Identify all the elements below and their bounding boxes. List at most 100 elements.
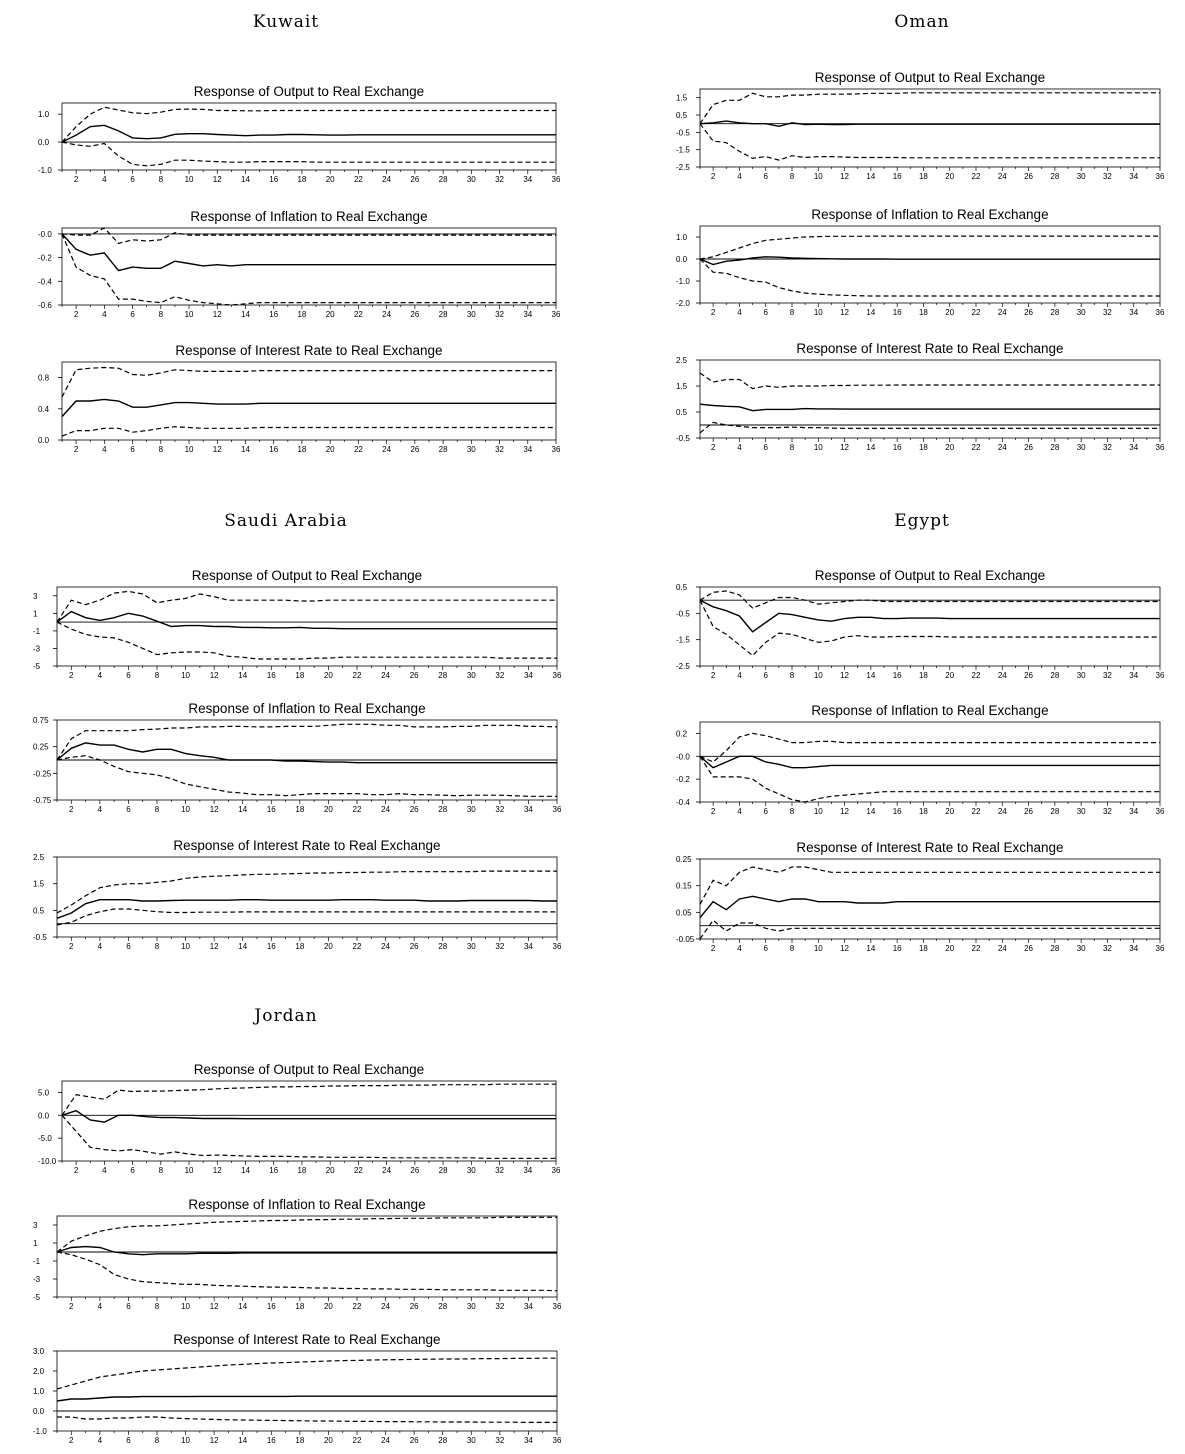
x-tick-label: 18 — [295, 671, 304, 680]
x-tick-label: 8 — [159, 1166, 164, 1175]
x-tick-label: 16 — [269, 310, 278, 319]
x-tick-label: 2 — [711, 308, 716, 317]
x-tick-label: 20 — [326, 175, 335, 184]
lower-band-line — [56, 621, 557, 660]
x-tick-label: 2 — [711, 807, 716, 816]
x-tick-label: 4 — [737, 671, 742, 680]
response-line — [61, 124, 556, 143]
x-tick-label: 18 — [295, 942, 304, 951]
x-tick-label: 6 — [126, 805, 131, 814]
plot-frame — [699, 88, 1161, 168]
upper-band-line — [56, 590, 557, 623]
x-tick-label: 34 — [523, 310, 532, 319]
x-tick-label: 22 — [972, 308, 981, 317]
x-tick-label: 14 — [866, 308, 875, 317]
y-tick-label: 2.0 — [33, 1367, 45, 1376]
x-tick-label: 34 — [1129, 807, 1138, 816]
x-tick-label: 30 — [467, 175, 476, 184]
plot-frame — [56, 1350, 558, 1432]
x-tick-label: 26 — [1024, 671, 1033, 680]
x-tick-label: 36 — [1156, 308, 1165, 317]
x-tick-label: 4 — [737, 308, 742, 317]
x-tick-label: 34 — [523, 445, 532, 454]
x-tick-label: 10 — [185, 445, 194, 454]
response-line — [699, 599, 1160, 633]
chart-title: Response of Output to Real Exchange — [815, 568, 1045, 583]
x-tick-label: 18 — [919, 671, 928, 680]
y-tick-label: -1 — [33, 627, 41, 636]
y-tick-label: 0.5 — [676, 111, 688, 120]
x-tick-label: 14 — [866, 443, 875, 452]
x-tick-label: 10 — [181, 942, 190, 951]
x-tick-label: 16 — [893, 172, 902, 181]
upper-band-line — [61, 227, 556, 245]
x-tick-label: 6 — [130, 175, 135, 184]
x-tick-label: 14 — [238, 1302, 247, 1311]
chart-title: Response of Interest Rate to Real Exchan… — [796, 341, 1063, 356]
y-tick-label: -2.0 — [676, 299, 690, 308]
y-tick-label: 0.8 — [38, 374, 50, 383]
x-tick-label: 34 — [524, 671, 533, 680]
country-title: Saudi Arabia — [224, 511, 347, 531]
lower-band-line — [699, 123, 1160, 161]
x-tick-label: 4 — [98, 805, 103, 814]
x-tick-label: 20 — [326, 1166, 335, 1175]
x-tick-label: 22 — [972, 172, 981, 181]
x-tick-label: 12 — [840, 308, 849, 317]
chart-title: Response of Inflation to Real Exchange — [188, 701, 425, 716]
x-tick-label: 6 — [130, 445, 135, 454]
x-tick-label: 4 — [98, 1302, 103, 1311]
y-tick-label: 0.5 — [676, 583, 688, 592]
x-tick-label: 24 — [382, 445, 391, 454]
x-tick-label: 8 — [790, 308, 795, 317]
y-tick-label: 1.5 — [676, 94, 688, 103]
x-tick-label: 2 — [69, 942, 74, 951]
response-line — [699, 755, 1160, 769]
y-tick-label: 3.0 — [33, 1347, 45, 1356]
x-tick-label: 36 — [553, 1302, 562, 1311]
x-tick-label: 22 — [354, 1166, 363, 1175]
x-tick-label: 28 — [439, 175, 448, 184]
y-tick-label: 0.05 — [676, 908, 692, 917]
x-tick-label: 2 — [69, 671, 74, 680]
x-tick-label: 30 — [467, 1166, 476, 1175]
x-tick-label: 18 — [919, 944, 928, 953]
x-tick-label: 24 — [381, 942, 390, 951]
x-tick-label: 36 — [1156, 671, 1165, 680]
x-tick-label: 14 — [241, 310, 250, 319]
y-tick-label: -1.5 — [676, 636, 690, 645]
plot-frame — [61, 227, 557, 306]
x-tick-label: 26 — [1024, 308, 1033, 317]
x-tick-label: 14 — [238, 671, 247, 680]
x-tick-label: 28 — [439, 445, 448, 454]
x-tick-label: 24 — [381, 1436, 390, 1445]
x-tick-label: 2 — [74, 1166, 79, 1175]
x-tick-label: 12 — [840, 944, 849, 953]
panel: Response of Interest Rate to Real Exchan… — [38, 343, 561, 454]
upper-band-line — [56, 870, 557, 914]
x-tick-label: 34 — [1129, 671, 1138, 680]
x-tick-label: 2 — [711, 443, 716, 452]
y-tick-label: -2.5 — [676, 163, 690, 172]
response-line — [699, 403, 1160, 412]
x-tick-label: 16 — [893, 671, 902, 680]
x-tick-label: 20 — [324, 1302, 333, 1311]
lower-band-line — [57, 1416, 557, 1423]
x-tick-label: 8 — [159, 175, 164, 184]
x-tick-label: 2 — [711, 944, 716, 953]
x-tick-label: 12 — [213, 445, 222, 454]
x-tick-label: 30 — [467, 671, 476, 680]
y-tick-label: -2.5 — [676, 662, 690, 671]
x-tick-label: 4 — [737, 944, 742, 953]
x-tick-label: 26 — [410, 1436, 419, 1445]
plot-frame — [61, 1080, 557, 1162]
x-tick-label: 12 — [213, 1166, 222, 1175]
chart-title: Response of Inflation to Real Exchange — [190, 209, 427, 224]
x-tick-label: 18 — [295, 1436, 304, 1445]
x-tick-label: 14 — [866, 671, 875, 680]
x-tick-label: 34 — [524, 805, 533, 814]
x-tick-label: 16 — [269, 1166, 278, 1175]
x-tick-label: 8 — [159, 310, 164, 319]
